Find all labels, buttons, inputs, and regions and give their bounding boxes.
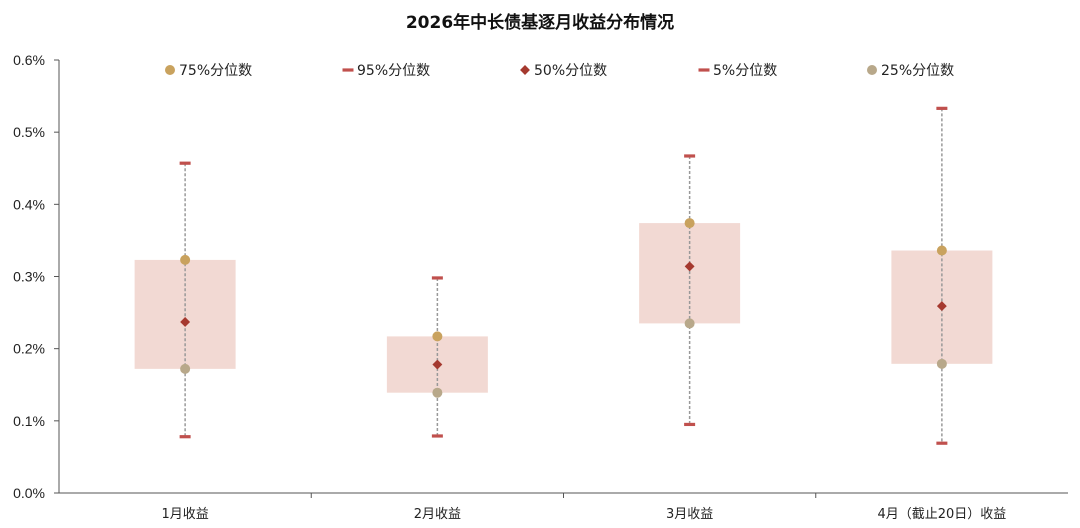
legend: 75%分位数 95%分位数 50%分位数 5%分位数 25%分位数 <box>165 63 954 79</box>
p95-point-3 <box>684 154 696 158</box>
p5-point-2 <box>431 434 443 438</box>
legend-item: 50%分位数 <box>520 63 607 79</box>
x-category-label: 2月收益 <box>414 507 461 522</box>
y-tick-label: 0.6% <box>13 52 45 68</box>
p5-point-4 <box>936 441 948 445</box>
legend-label: 95%分位数 <box>357 63 430 79</box>
p25-point-3 <box>684 318 695 329</box>
legend-marker <box>342 68 354 72</box>
x-category-label: 3月收益 <box>666 507 713 522</box>
y-tick-label: 0.1% <box>13 413 45 429</box>
p5-point-1 <box>179 435 191 439</box>
x-category-label: 4月（截止20日）收益 <box>877 507 1006 522</box>
legend-item: 95%分位数 <box>342 63 430 79</box>
boxes-layer <box>134 223 993 393</box>
y-tick-label: 0.0% <box>13 485 45 501</box>
legend-marker <box>520 65 530 75</box>
p75-point-4 <box>936 245 947 256</box>
p25-point-1 <box>180 363 191 374</box>
p25-point-4 <box>936 358 947 369</box>
legend-marker <box>867 65 877 75</box>
legend-label: 50%分位数 <box>534 63 607 79</box>
legend-marker <box>165 65 175 75</box>
p95-point-2 <box>431 276 443 280</box>
y-tick-label: 0.5% <box>13 124 45 140</box>
y-tick-label: 0.4% <box>13 196 45 212</box>
x-category-label: 1月收益 <box>161 507 208 522</box>
chart-title: 2026年中长债基逐月收益分布情况 <box>405 13 675 33</box>
legend-label: 25%分位数 <box>881 63 954 79</box>
axes-layer: 0.0% 0.1% 0.2% 0.3% 0.4% 0.5% 0.6% 1月收益 2月收益 3月收益… <box>13 52 1068 522</box>
p50-point-4 <box>936 301 947 312</box>
p50-point-1 <box>180 317 191 327</box>
legend-item: 75%分位数 <box>165 63 252 79</box>
legend-item: 5%分位数 <box>698 63 777 79</box>
whiskers-layer <box>184 108 943 444</box>
p95-point-4 <box>936 106 948 110</box>
legend-marker <box>698 68 710 72</box>
p5-point-3 <box>684 422 696 427</box>
p50-point-2 <box>432 359 443 370</box>
legend-item: 25%分位数 <box>867 63 954 79</box>
p50-point-3 <box>684 261 695 272</box>
legend-label: 5%分位数 <box>713 63 777 79</box>
markers-layer <box>179 106 948 445</box>
legend-label: 75%分位数 <box>179 63 252 79</box>
y-tick-label: 0.3% <box>13 269 45 285</box>
p25-point-2 <box>432 387 443 398</box>
y-tick-label: 0.2% <box>13 341 45 357</box>
p95-point-1 <box>179 161 191 165</box>
p75-point-3 <box>684 218 695 229</box>
p75-point-2 <box>432 331 443 342</box>
p75-point-1 <box>180 254 191 265</box>
